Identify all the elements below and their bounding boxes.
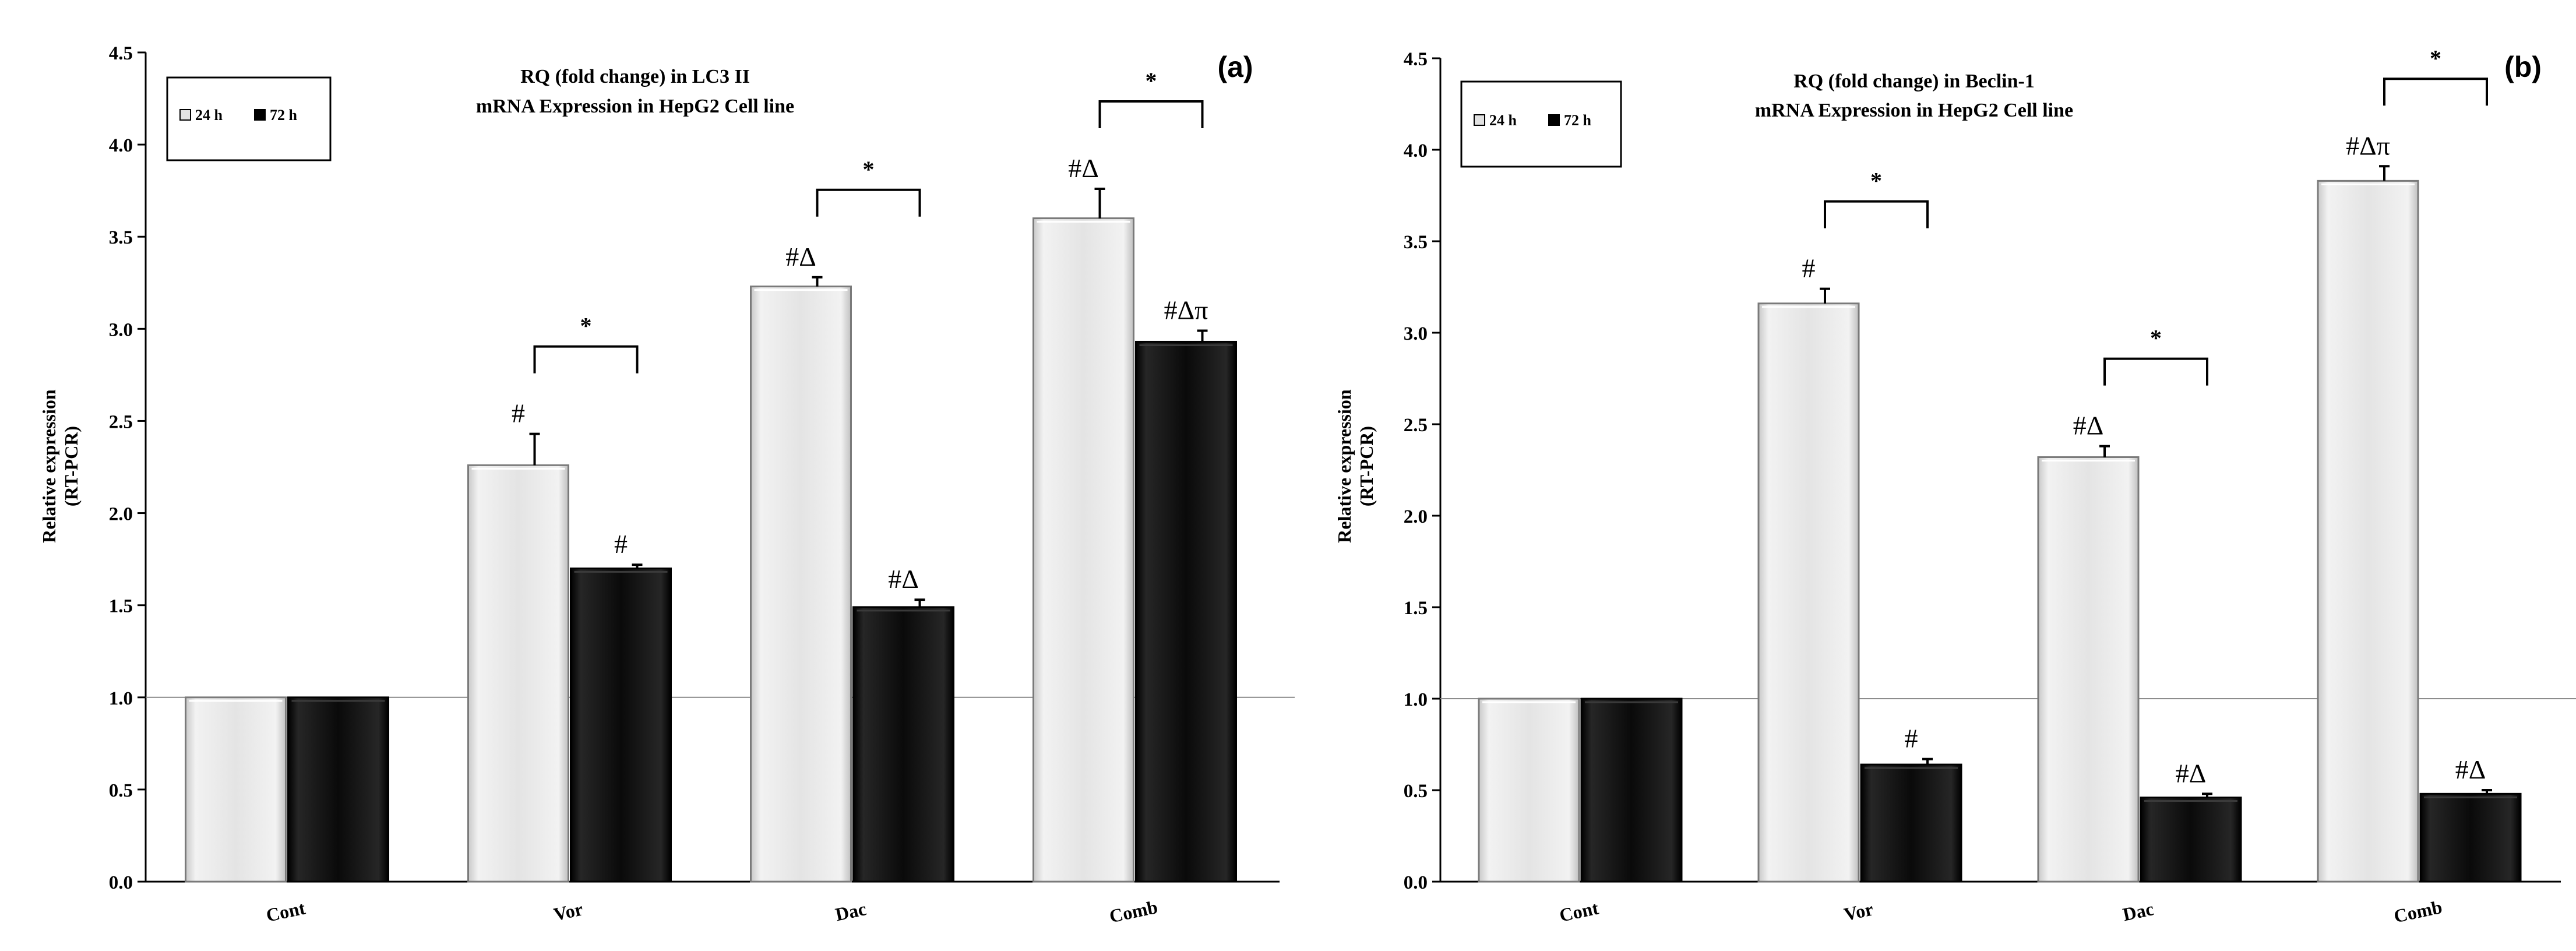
bar-24h-comb <box>1032 217 1134 883</box>
y-tick-label: 2.0 <box>109 504 133 525</box>
bar-72h-cont <box>287 696 389 883</box>
y-tick-label: 3.0 <box>109 319 133 340</box>
y-tick-label: 4.0 <box>1404 140 1428 161</box>
legend-label: 72 h <box>1564 112 1592 129</box>
significance-star: * <box>580 313 592 339</box>
y-axis-label: Relative expression(RT-PCR) <box>38 389 82 543</box>
category-label: Comb <box>2392 896 2444 927</box>
significance-marker: #Δ <box>2176 758 2207 788</box>
bar-24h-cont <box>1478 698 1580 883</box>
chart-title: RQ (fold change) in LC3 II <box>520 66 750 87</box>
significance-bracket <box>1098 100 1204 129</box>
significance-marker: #Δ <box>1068 153 1099 183</box>
significance-marker: #Δπ <box>2346 131 2390 160</box>
significance-marker: #Δ <box>2073 411 2104 441</box>
panel-label: (a) <box>1217 51 1253 83</box>
y-tick-label: 4.5 <box>109 43 133 64</box>
significance-marker: # <box>1802 253 1816 283</box>
category-label: Comb <box>1108 896 1160 927</box>
bar-24h-dac <box>2037 456 2140 883</box>
significance-marker: #Δ <box>785 242 816 272</box>
bar-72h-vor <box>570 567 672 883</box>
chart-panel-b: 0.0 0.5 1.0 1.5 2.0 2.5 3.0 3.5 4.0 4.5 Relative e… <box>1334 45 2576 927</box>
category-label: Cont <box>1557 897 1601 926</box>
significance-marker: # <box>512 399 525 428</box>
y-tick-label: 3.5 <box>109 227 133 248</box>
significance-bracket <box>2383 78 2488 106</box>
significance-marker: #Δ <box>2455 755 2486 784</box>
y-tick-label: 1.0 <box>1404 689 1428 710</box>
y-tick-label: 3.5 <box>1404 232 1428 253</box>
panel-label: (b) <box>2504 51 2542 83</box>
bar-24h-vor <box>1757 302 1860 883</box>
significance-marker: # <box>614 529 628 559</box>
y-tick-label: 4.5 <box>1404 49 1428 70</box>
significance-bracket <box>533 345 639 374</box>
y-tick-label: 0.0 <box>1404 872 1428 893</box>
y-tick-label: 0.5 <box>1404 781 1428 802</box>
y-axis-label-line: (RT-PCR) <box>61 426 82 506</box>
y-tick-label: 3.0 <box>1404 323 1428 344</box>
y-tick-label: 1.5 <box>1404 598 1428 619</box>
bar-72h-comb <box>1135 340 1237 883</box>
bar-72h-dac <box>852 606 954 883</box>
significance-bracket <box>1824 200 1929 228</box>
legend-box <box>1460 80 1622 168</box>
bar-72h-comb <box>2419 792 2522 883</box>
category-label: Dac <box>833 898 868 925</box>
y-tick-label: 1.0 <box>109 688 133 709</box>
y-axis-label-line: (RT-PCR) <box>1356 426 1377 506</box>
significance-star: * <box>863 156 875 182</box>
y-axis-label: Relative expression(RT-PCR) <box>1334 389 1377 543</box>
significance-star: * <box>1146 68 1157 94</box>
significance-star: * <box>2430 45 2441 71</box>
legend-swatch <box>254 109 266 121</box>
legend-label: 24 h <box>1489 112 1517 129</box>
bar-72h-vor <box>1860 763 1962 883</box>
chart-title: mRNA Expression in HepG2 Cell line <box>1755 100 2073 121</box>
significance-star: * <box>2150 325 2162 351</box>
y-tick-label: 2.5 <box>1404 415 1428 436</box>
y-tick-label: 2.0 <box>1404 506 1428 527</box>
y-axis-label-line: Relative expression <box>1334 389 1355 543</box>
chart-panel-a: 0.0 0.5 1.0 1.5 2.0 2.5 3.0 3.5 4.0 4.5 Relative e… <box>38 43 1295 927</box>
bar-72h-dac <box>2140 797 2242 883</box>
y-tick-label: 0.0 <box>109 872 133 893</box>
bar-24h-dac <box>750 286 852 883</box>
significance-marker: # <box>1905 724 1918 753</box>
y-tick-label: 1.5 <box>109 596 133 617</box>
significance-bracket <box>2103 357 2208 386</box>
legend-swatch <box>179 109 191 121</box>
significance-star: * <box>1870 168 1882 194</box>
legend-label: 72 h <box>270 107 298 124</box>
y-tick-label: 4.0 <box>109 135 133 156</box>
y-tick-label: 0.5 <box>109 780 133 801</box>
significance-marker: #Δ <box>888 564 919 594</box>
category-label: Vor <box>1842 898 1875 925</box>
legend-box <box>166 76 332 161</box>
significance-marker: #Δπ <box>1164 295 1208 325</box>
y-tick-label: 2.5 <box>109 411 133 432</box>
bar-72h-cont <box>1580 698 1683 883</box>
bar-24h-vor <box>467 464 569 883</box>
y-axis-label-line: Relative expression <box>38 389 59 543</box>
significance-bracket <box>816 188 921 217</box>
legend-swatch <box>1548 114 1560 126</box>
chart-title: mRNA Expression in HepG2 Cell line <box>476 96 794 117</box>
chart-title: RQ (fold change) in Beclin-1 <box>1793 71 2035 92</box>
bar-24h-cont <box>185 696 287 883</box>
legend-swatch <box>1474 114 1485 126</box>
category-label: Cont <box>264 897 307 926</box>
category-label: Dac <box>2121 898 2156 925</box>
bar-24h-comb <box>2317 179 2419 883</box>
legend-label: 24 h <box>195 107 223 124</box>
category-label: Vor <box>552 898 585 925</box>
